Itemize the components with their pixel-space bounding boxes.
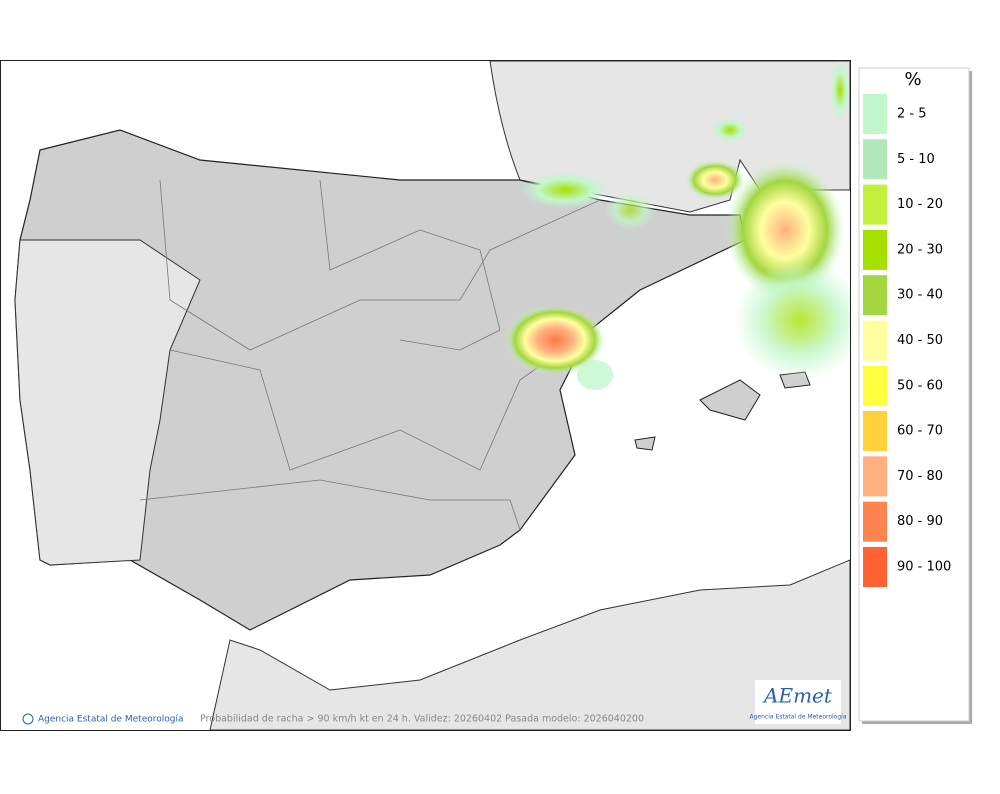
agency: Agencia Estatal de Meteorología [38,715,184,725]
africa [209,559,850,730]
logo: AEmet [762,684,833,708]
legend-label: 60 - 70 [897,424,943,439]
legend-label: 2 - 5 [897,107,927,122]
legend-label: 70 - 80 [897,469,943,484]
logo-box [755,680,841,724]
probability-area [605,190,655,230]
map: AEmet Agencia Estatal de Meteorología Ag… [1,61,850,730]
legend-swatch [863,456,887,497]
map-frame [0,60,851,731]
legend-swatch [863,229,887,270]
legend-swatch [863,320,887,361]
legend-swatch [863,411,887,452]
probability-area [830,61,850,120]
probability-area [505,305,605,375]
legend-label: 30 - 40 [897,288,943,303]
probability-area [712,118,748,142]
legend-swatch [863,139,887,180]
legend-label: 20 - 30 [897,242,943,257]
legend-swatch [863,275,887,316]
legend-label: 80 - 90 [897,514,943,529]
legend-title: % [904,69,921,90]
legend-swatch [863,184,887,225]
logo-subtitle: Agencia Estatal de Meteorología [750,714,847,721]
probability-area [685,160,745,200]
borders [139,179,601,531]
copyright-icon [22,713,34,725]
legend-label: 5 - 10 [897,152,935,167]
caption: Probabilidad de racha > 90 km/h kt en 24… [200,714,644,725]
legend-label: 40 - 50 [897,333,943,348]
legend-label: 90 - 100 [897,560,951,575]
probability-area [735,260,850,380]
legend-swatch [863,94,887,134]
portugal [14,239,201,566]
legend-label: 50 - 60 [897,378,943,393]
legend-swatch [863,501,887,542]
probability-area [520,172,610,208]
legend-label: 10 - 20 [897,197,943,212]
probability-area [577,360,613,390]
legend-swatch [863,547,887,587]
legend-swatch [863,365,887,406]
